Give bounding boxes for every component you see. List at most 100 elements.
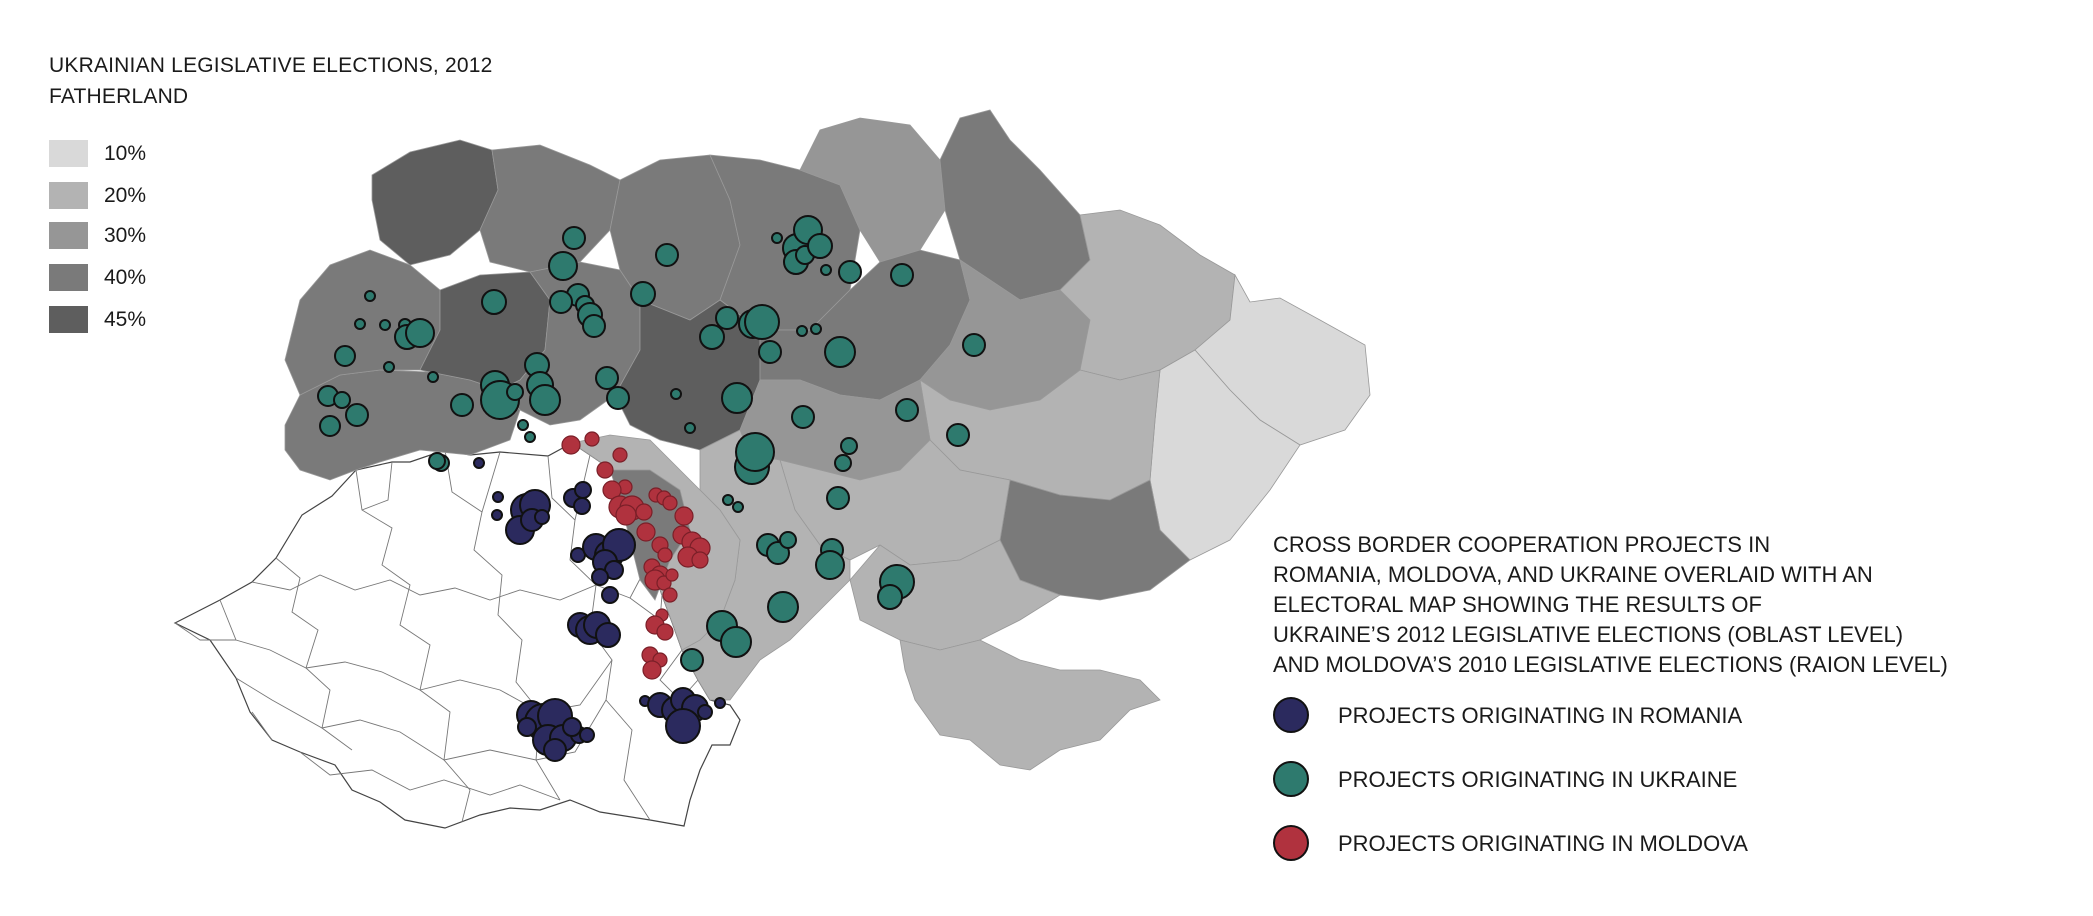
map-title: UKRAINIAN LEGISLATIVE ELECTIONS, 2012 FA… — [49, 50, 493, 112]
ukraine-marker — [890, 263, 914, 287]
legend-row-40: 40% — [49, 264, 249, 292]
legend-row-30: 30% — [49, 222, 249, 250]
ukraine-marker — [834, 454, 852, 472]
ukraine-marker — [735, 432, 775, 472]
moldova-marker — [596, 461, 614, 479]
ukraine-marker — [517, 419, 529, 431]
romania-marker — [491, 509, 503, 521]
ukraine-marker — [319, 415, 341, 437]
legend-label-10: 10% — [104, 142, 147, 165]
legend-swatch-20 — [49, 182, 88, 209]
ukraine-marker — [524, 431, 536, 443]
legend-ukraine: PROJECTS ORIGINATING IN UKRAINE — [1273, 761, 1833, 803]
moldova-marker — [584, 431, 600, 447]
moldova-marker — [691, 551, 709, 569]
romania-marker — [543, 738, 567, 762]
romania-marker — [573, 497, 591, 515]
ukraine-marker — [481, 289, 507, 315]
legend-swatch-30 — [49, 222, 88, 249]
ukraine-marker — [732, 501, 744, 513]
ukraine-marker — [606, 386, 630, 410]
legend-label-45: 45% — [104, 308, 147, 331]
ukraine-marker — [655, 243, 679, 267]
legend-label-40: 40% — [104, 266, 147, 289]
title-line-1: UKRAINIAN LEGISLATIVE ELECTIONS, 2012 — [49, 54, 493, 77]
ukraine-marker — [840, 437, 858, 455]
ukraine-marker — [549, 290, 573, 314]
ukraine-marker — [767, 591, 799, 623]
crimea — [899, 639, 1161, 771]
legend-row-45: 45% — [49, 306, 249, 334]
legend-romania-label: PROJECTS ORIGINATING IN ROMANIA — [1338, 703, 1743, 728]
ukraine-project-markers — [317, 215, 986, 672]
teal-circle-icon — [1273, 761, 1309, 797]
legend-moldova-label: PROJECTS ORIGINATING IN MOLDOVA — [1338, 831, 1748, 856]
description-line-5: AND MOLDOVA’S 2010 LEGISLATIVE ELECTIONS… — [1273, 652, 1948, 677]
romania-marker — [574, 481, 592, 499]
romania-marker — [473, 457, 485, 469]
ukraine-marker — [379, 319, 391, 331]
romania-marker — [492, 491, 504, 503]
ukraine-marker — [450, 393, 474, 417]
description-line-1: CROSS BORDER COOPERATION PROJECTS IN — [1273, 532, 1771, 557]
ukraine-marker — [791, 405, 815, 429]
ukraine-marker — [354, 318, 366, 330]
ukraine-marker — [582, 314, 606, 338]
ukraine-marker — [699, 324, 725, 350]
romania-marker — [714, 697, 726, 709]
ukraine-marker — [838, 260, 862, 284]
legend-moldova: PROJECTS ORIGINATING IN MOLDOVA — [1273, 825, 1833, 867]
ukraine-marker — [364, 290, 376, 302]
ukraine-marker — [562, 226, 586, 250]
legend-label-30: 30% — [104, 224, 147, 247]
moldova-marker — [665, 568, 679, 582]
moldova-marker — [662, 495, 678, 511]
moldova-marker — [615, 504, 637, 526]
ukraine-marker — [630, 281, 656, 307]
moldova-marker — [642, 660, 662, 680]
romania-marker — [534, 509, 550, 525]
ukraine-marker — [820, 264, 832, 276]
romania-marker — [697, 704, 713, 720]
ukraine-marker — [744, 304, 780, 340]
ukraine-marker — [826, 486, 850, 510]
description-line-3: ELECTORAL MAP SHOWING THE RESULTS OF — [1273, 592, 1762, 617]
legend-swatch-45 — [49, 306, 88, 333]
ukraine-marker — [383, 361, 395, 373]
ukraine-marker — [405, 318, 435, 348]
moldova-marker — [561, 435, 581, 455]
ukraine-marker — [815, 550, 845, 580]
ukraine-marker — [595, 366, 619, 390]
ukraine-marker — [962, 333, 986, 357]
romania-marker — [595, 622, 621, 648]
legend-swatch-40 — [49, 264, 88, 291]
ukraine-marker — [946, 423, 970, 447]
legend-romania: PROJECTS ORIGINATING IN ROMANIA — [1273, 697, 1833, 739]
oblast-volyn — [371, 139, 499, 266]
legend-label-20: 20% — [104, 184, 147, 207]
legend-row-10: 10% — [49, 140, 249, 168]
ukraine-marker — [810, 323, 822, 335]
red-circle-icon — [1273, 825, 1309, 861]
ukraine-marker — [771, 232, 783, 244]
romania-marker — [665, 708, 701, 744]
ukraine-marker — [895, 398, 919, 422]
ukraine-marker — [796, 325, 808, 337]
ukraine-marker — [877, 584, 903, 610]
moldova-marker — [636, 522, 656, 542]
ukraine-marker — [684, 422, 696, 434]
romania-marker — [601, 586, 619, 604]
description-line-4: UKRAINE’S 2012 LEGISLATIVE ELECTIONS (OB… — [1273, 622, 1904, 647]
map-description: CROSS BORDER COOPERATION PROJECTS IN ROM… — [1273, 530, 1948, 680]
oblast-rivne — [479, 144, 621, 273]
ukraine-marker — [333, 391, 351, 409]
ukraine-marker — [506, 383, 524, 401]
ukraine-marker — [428, 452, 446, 470]
romania-marker — [579, 727, 595, 743]
ukraine-marker — [779, 531, 797, 549]
moldova-project-markers — [561, 431, 711, 680]
romania-marker — [562, 717, 582, 737]
ukraine-marker — [334, 345, 356, 367]
moldova-marker — [674, 506, 694, 526]
